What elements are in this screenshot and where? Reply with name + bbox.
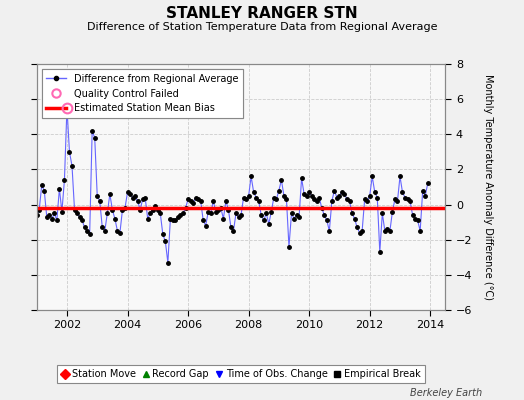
Text: Berkeley Earth: Berkeley Earth xyxy=(410,388,482,398)
Legend: Station Move, Record Gap, Time of Obs. Change, Empirical Break: Station Move, Record Gap, Time of Obs. C… xyxy=(58,365,424,383)
Text: STANLEY RANGER STN: STANLEY RANGER STN xyxy=(166,6,358,21)
Legend: Difference from Regional Average, Quality Control Failed, Estimated Station Mean: Difference from Regional Average, Qualit… xyxy=(41,69,243,118)
Text: Difference of Station Temperature Data from Regional Average: Difference of Station Temperature Data f… xyxy=(87,22,437,32)
Y-axis label: Monthly Temperature Anomaly Difference (°C): Monthly Temperature Anomaly Difference (… xyxy=(484,74,494,300)
